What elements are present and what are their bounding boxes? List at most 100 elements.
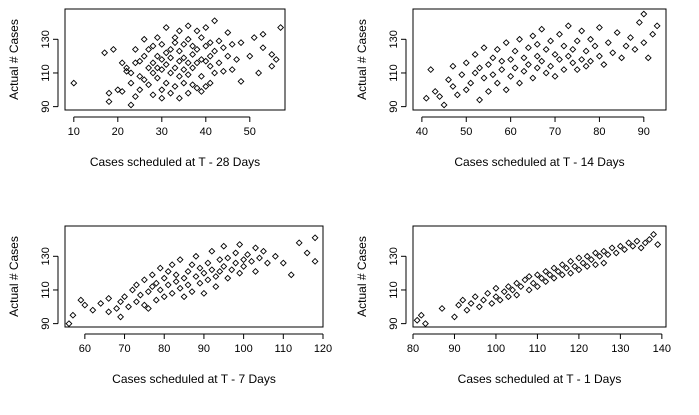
data-point	[650, 230, 657, 238]
data-point	[455, 301, 463, 309]
data-point	[604, 251, 612, 259]
data-point	[140, 276, 148, 284]
x-tick-label: 60	[79, 343, 91, 355]
data-point	[583, 262, 591, 270]
data-point	[438, 305, 446, 312]
data-point	[271, 252, 279, 260]
data-point	[498, 66, 506, 74]
data-point	[175, 57, 183, 65]
data-point	[272, 56, 280, 63]
x-tick-label: 70	[118, 343, 130, 355]
data-point	[471, 69, 479, 77]
data-point	[525, 286, 533, 294]
data-point	[571, 262, 579, 270]
data-point	[176, 284, 184, 292]
data-point	[635, 19, 643, 26]
data-point	[525, 273, 533, 280]
data-point	[578, 27, 586, 35]
data-point	[550, 274, 558, 282]
data-point	[215, 37, 223, 45]
data-point	[250, 34, 258, 42]
data-point	[149, 42, 157, 50]
data-point	[475, 303, 483, 311]
data-point	[140, 76, 148, 84]
data-point	[149, 69, 157, 77]
data-point	[232, 249, 240, 257]
data-point	[476, 96, 484, 104]
data-point	[427, 66, 435, 74]
data-point	[618, 54, 626, 62]
data-point	[136, 72, 144, 80]
x-tick-label: 100	[234, 343, 252, 355]
data-point	[233, 56, 241, 63]
data-point	[533, 40, 541, 48]
data-point	[175, 27, 183, 35]
data-point	[101, 49, 109, 57]
data-point	[97, 299, 105, 307]
data-point	[208, 247, 216, 255]
data-point	[573, 37, 581, 45]
data-point	[612, 249, 620, 257]
data-point	[311, 234, 319, 242]
data-point	[152, 296, 160, 304]
data-point	[149, 91, 157, 99]
data-point	[224, 254, 232, 262]
data-point	[263, 259, 271, 267]
data-point	[248, 257, 255, 265]
data-point	[167, 54, 175, 62]
x-tick-label: 110	[275, 343, 293, 355]
data-point	[533, 52, 541, 60]
data-point	[189, 42, 197, 50]
data-point	[117, 298, 125, 306]
data-point	[600, 247, 608, 255]
data-point	[196, 279, 204, 287]
data-point	[538, 25, 546, 33]
y-axis-title: Actual # Cases	[7, 236, 21, 317]
data-point	[556, 30, 563, 38]
data-point	[600, 259, 608, 267]
data-point	[422, 320, 429, 328]
data-point	[197, 88, 205, 95]
data-point	[212, 273, 220, 280]
data-point	[200, 269, 208, 277]
y-tick-label: 110	[388, 64, 400, 82]
data-point	[180, 274, 188, 282]
data-point	[600, 61, 608, 68]
data-point	[613, 29, 621, 37]
data-point	[554, 268, 562, 275]
data-point	[480, 74, 488, 82]
data-point	[569, 59, 577, 67]
data-point	[496, 296, 504, 304]
data-point	[259, 30, 267, 38]
x-axis-title: Cases scheduled at T - 28 Days	[90, 155, 260, 169]
data-point	[232, 259, 240, 267]
data-point	[193, 84, 201, 92]
data-point	[180, 54, 188, 62]
y-tick-label: 90	[40, 101, 52, 113]
data-point	[591, 42, 599, 50]
data-point	[81, 301, 89, 309]
data-point	[236, 241, 244, 248]
data-point	[131, 45, 139, 53]
data-point	[533, 271, 541, 279]
data-point	[160, 274, 168, 282]
x-tick-label: 50	[460, 126, 472, 138]
data-point	[160, 293, 168, 301]
data-point	[70, 79, 78, 87]
data-points	[422, 10, 661, 109]
x-tick-label: 30	[156, 126, 168, 138]
data-point	[453, 91, 461, 99]
data-points	[70, 17, 285, 109]
data-point	[184, 35, 192, 43]
plot-frame	[412, 225, 667, 328]
x-tick-label: 90	[448, 343, 460, 355]
data-point	[640, 39, 648, 47]
data-point	[268, 62, 276, 70]
data-point	[252, 244, 259, 252]
data-point	[513, 279, 521, 287]
data-point	[625, 239, 633, 247]
data-point	[631, 45, 639, 53]
data-point	[162, 49, 170, 57]
x-tick-label: 80	[158, 343, 170, 355]
